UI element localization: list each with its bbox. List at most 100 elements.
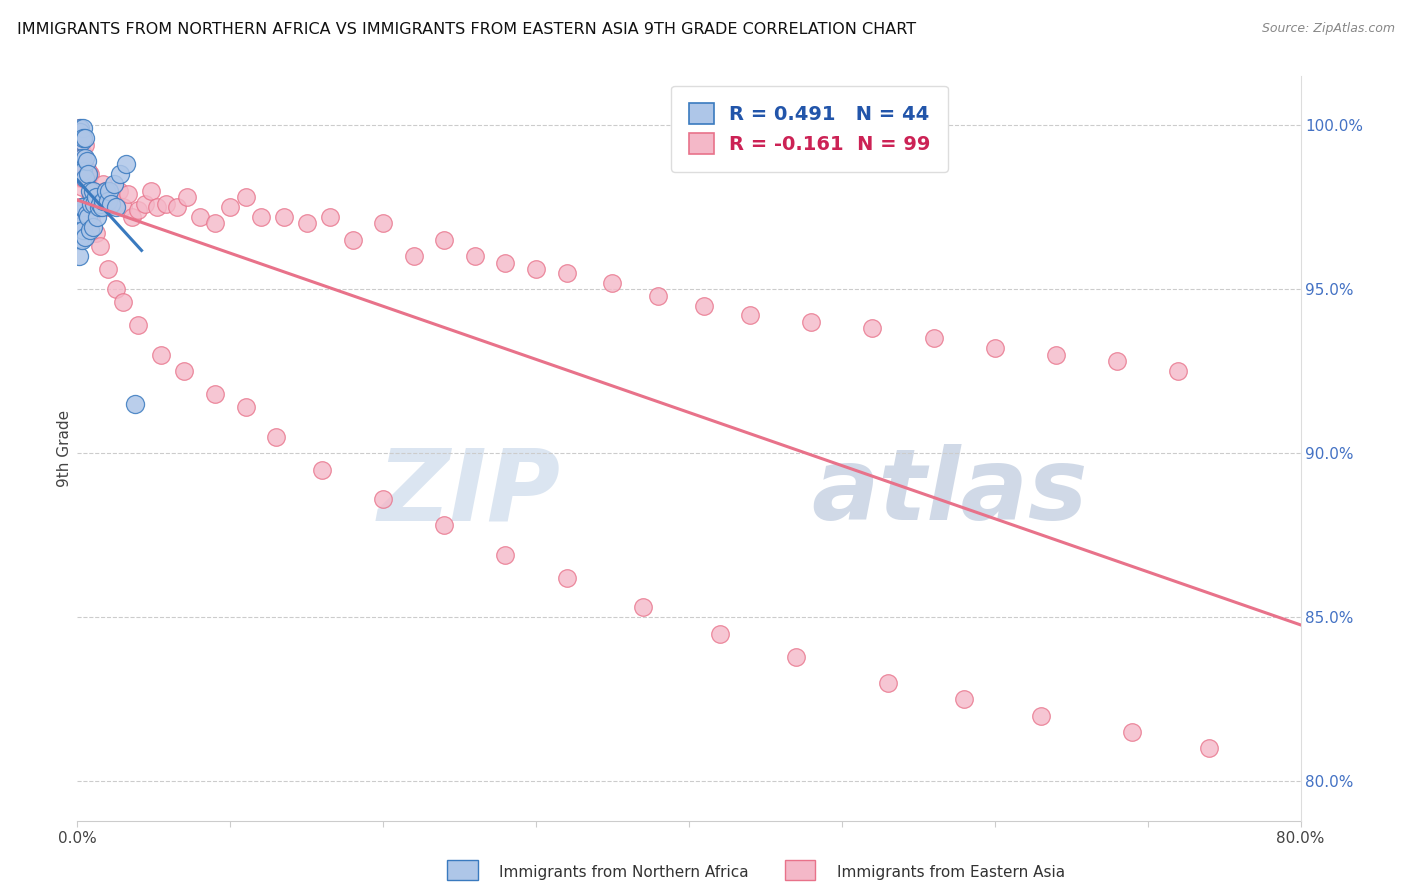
Point [433, 518, 456, 533]
Point [70, 128, 93, 142]
Point [69, 125, 91, 139]
Point [273, 210, 295, 224]
Point [70, 200, 93, 214]
Point [72, 170, 94, 185]
Point [91, 194, 114, 208]
Point [90, 200, 112, 214]
Text: Source: ZipAtlas.com: Source: ZipAtlas.com [1261, 22, 1395, 36]
Point [785, 649, 807, 664]
Point [76, 206, 98, 220]
Point [295, 217, 318, 231]
Point [76, 154, 98, 169]
Point [79, 223, 101, 237]
Point [77, 210, 100, 224]
Point [72, 121, 94, 136]
Point [984, 341, 1007, 355]
Point [69, 151, 91, 165]
Text: Immigrants from Eastern Asia: Immigrants from Eastern Asia [837, 865, 1064, 880]
Point [77, 164, 100, 178]
Point [115, 157, 138, 171]
Point [87, 200, 110, 214]
Point [67, 121, 90, 136]
Point [631, 600, 654, 615]
Point [155, 196, 177, 211]
Point [219, 200, 242, 214]
Point [1121, 725, 1143, 739]
Point [1167, 364, 1189, 378]
Point [103, 177, 125, 191]
Point [70, 233, 93, 247]
Point [709, 626, 731, 640]
Point [72, 164, 94, 178]
Point [134, 196, 156, 211]
Point [79, 184, 101, 198]
Point [150, 348, 173, 362]
Point [371, 492, 394, 507]
Point [166, 200, 188, 214]
Point [495, 256, 517, 270]
Point [89, 196, 111, 211]
Point [188, 210, 211, 224]
Point [204, 387, 226, 401]
Point [77, 167, 100, 181]
Point [84, 190, 107, 204]
Point [70, 180, 93, 194]
Point [69, 170, 91, 185]
Point [79, 217, 101, 231]
Point [72, 213, 94, 227]
Point [97, 262, 120, 277]
Point [77, 170, 100, 185]
Point [464, 249, 486, 263]
Point [117, 186, 139, 201]
Point [96, 184, 118, 198]
Point [70, 217, 93, 231]
Point [76, 167, 98, 181]
Point [89, 239, 111, 253]
Point [800, 315, 823, 329]
Point [80, 196, 103, 211]
Point [72, 131, 94, 145]
Point [82, 184, 104, 198]
Point [73, 137, 96, 152]
Point [91, 177, 114, 191]
Point [76, 196, 98, 211]
Point [80, 190, 103, 204]
Text: Immigrants from Northern Africa: Immigrants from Northern Africa [499, 865, 749, 880]
Point [139, 184, 162, 198]
Point [70, 135, 93, 149]
Point [69, 206, 91, 220]
Point [740, 309, 762, 323]
Point [72, 200, 94, 214]
Point [1045, 348, 1067, 362]
Y-axis label: 9th Grade: 9th Grade [56, 409, 72, 487]
Point [876, 676, 898, 690]
Point [69, 157, 91, 171]
Point [82, 219, 104, 234]
Point [97, 200, 120, 214]
Point [121, 210, 143, 224]
Point [90, 196, 112, 211]
Point [433, 233, 456, 247]
Point [94, 184, 117, 198]
Point [127, 203, 149, 218]
Point [98, 184, 121, 198]
Point [79, 167, 101, 181]
Point [104, 196, 127, 211]
Point [107, 184, 129, 198]
Point [318, 210, 340, 224]
Point [72, 223, 94, 237]
FancyBboxPatch shape [447, 860, 478, 880]
Point [67, 233, 90, 247]
Point [67, 200, 90, 214]
Point [83, 196, 105, 211]
Point [67, 249, 90, 263]
Point [86, 210, 108, 224]
Point [235, 190, 257, 204]
Point [73, 161, 96, 175]
Point [127, 318, 149, 333]
Point [70, 145, 93, 159]
Point [67, 219, 90, 234]
Point [104, 200, 127, 214]
Point [204, 217, 226, 231]
Point [69, 121, 91, 136]
